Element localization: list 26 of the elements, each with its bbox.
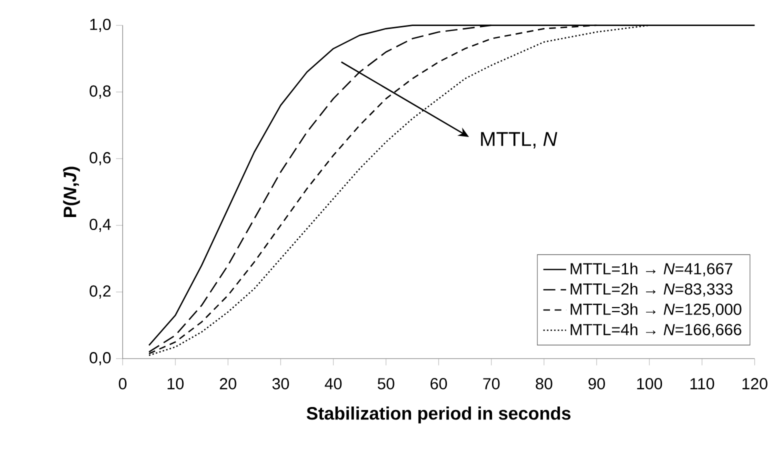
x-tick-label: 120 bbox=[742, 378, 768, 390]
x-tick-label: 110 bbox=[690, 378, 714, 390]
y-tick-label: 0,0 bbox=[90, 352, 111, 366]
x-tick-label: 10 bbox=[168, 378, 184, 390]
legend-label: MTTL=3h → N=125,000 bbox=[570, 303, 742, 317]
legend-label: MTTL=1h → N=41,667 bbox=[570, 262, 732, 276]
y-tick-label: 0,6 bbox=[90, 152, 111, 166]
legend-label: MTTL=4h → N=166,666 bbox=[570, 323, 742, 338]
x-tick-label: 20 bbox=[220, 378, 236, 390]
y-axis-title: P(N,J) bbox=[63, 166, 80, 217]
x-tick-label: 60 bbox=[430, 378, 447, 390]
x-tick-label: 30 bbox=[272, 378, 289, 390]
legend-label: MTTL=2h → N=83,333 bbox=[570, 282, 732, 297]
x-tick-label: 80 bbox=[536, 378, 552, 390]
x-tick-label: 100 bbox=[637, 378, 662, 390]
y-tick-label: 0,8 bbox=[90, 85, 111, 99]
x-tick-label: 0 bbox=[118, 378, 126, 390]
x-tick-label: 40 bbox=[324, 378, 342, 390]
y-tick-label: 0,2 bbox=[90, 285, 110, 299]
x-tick-label: 90 bbox=[588, 378, 605, 390]
y-tick-label: 0,4 bbox=[90, 218, 111, 232]
y-tick-label: 1,0 bbox=[90, 18, 111, 32]
annotation: MTTL, N bbox=[481, 132, 558, 148]
x-axis-title: Stabilization period in seconds bbox=[306, 406, 570, 424]
x-tick-label: 70 bbox=[483, 378, 500, 390]
x-tick-label: 50 bbox=[378, 378, 394, 390]
